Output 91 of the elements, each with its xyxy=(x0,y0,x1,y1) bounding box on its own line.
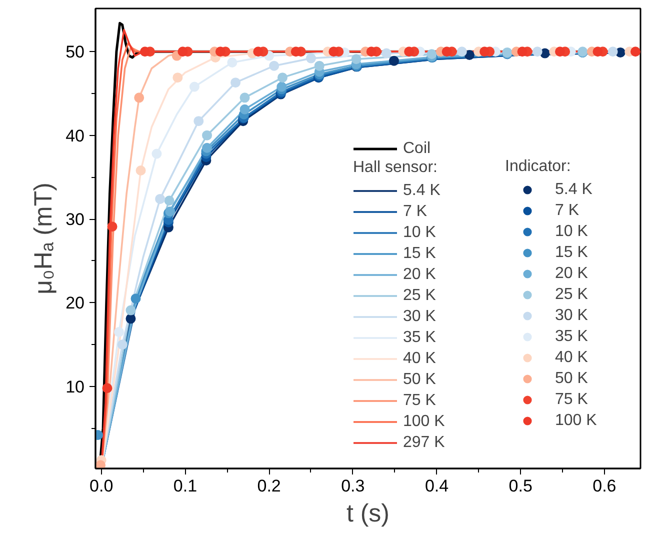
point xyxy=(328,46,339,57)
point xyxy=(215,46,226,57)
point xyxy=(592,46,603,57)
x-tick-label: 0.5 xyxy=(508,476,532,496)
x-tick-label: 0.0 xyxy=(90,476,114,496)
point xyxy=(140,46,150,57)
point xyxy=(155,194,166,204)
point xyxy=(240,92,250,103)
x-tick-label: 0.1 xyxy=(173,476,198,496)
legend-title: Hall sensor: xyxy=(353,159,438,177)
point xyxy=(381,48,392,58)
point xyxy=(202,142,212,153)
legend-label: 75 K xyxy=(403,391,436,410)
legend-label: 50 K xyxy=(555,369,588,388)
point xyxy=(230,78,241,88)
legend-label: 297 K xyxy=(403,433,445,452)
point xyxy=(126,305,136,316)
point xyxy=(517,46,528,57)
point xyxy=(227,58,238,68)
legend-label: 7 K xyxy=(555,201,580,220)
legend-label: 35 K xyxy=(403,328,436,347)
legend-label: 10 K xyxy=(403,223,436,242)
legend-label: 15 K xyxy=(403,244,436,263)
point xyxy=(202,130,212,140)
point xyxy=(464,50,474,60)
annotation: Indicator: xyxy=(505,158,572,176)
legend-label: 40 K xyxy=(403,349,436,368)
point xyxy=(114,327,124,338)
legend-label: 75 K xyxy=(555,390,588,409)
x-tick-label: 0.6 xyxy=(592,476,616,496)
point xyxy=(366,46,376,57)
point xyxy=(107,222,118,232)
point xyxy=(277,72,288,83)
legend-label: 5.4 K xyxy=(555,180,592,199)
legend-label: 20 K xyxy=(403,265,436,284)
legend-label: 20 K xyxy=(555,264,588,283)
point xyxy=(189,82,200,92)
point xyxy=(134,92,144,103)
legend-label: 30 K xyxy=(403,307,436,326)
legend-label: 25 K xyxy=(403,286,436,305)
point xyxy=(306,53,316,64)
point xyxy=(194,116,204,126)
legend-label: 7 K xyxy=(403,202,428,221)
legend-label: 100 K xyxy=(403,412,445,431)
y-tick-label: 20 xyxy=(66,294,85,313)
point xyxy=(240,104,250,114)
point xyxy=(555,46,566,57)
point xyxy=(117,340,128,350)
point xyxy=(608,46,618,57)
legend-label: 50 K xyxy=(403,370,436,389)
point xyxy=(164,196,174,206)
legend-label: 40 K xyxy=(555,348,588,367)
point xyxy=(253,46,264,57)
point xyxy=(269,60,280,71)
legend-label: 30 K xyxy=(555,306,588,325)
point xyxy=(456,46,467,57)
y-tick-label: 40 xyxy=(66,126,85,146)
point xyxy=(630,46,640,57)
point xyxy=(178,46,188,57)
point xyxy=(404,46,414,57)
point xyxy=(314,60,324,71)
point xyxy=(426,49,437,60)
point xyxy=(172,72,183,83)
point xyxy=(532,46,542,57)
point xyxy=(480,46,490,57)
point xyxy=(96,460,106,468)
point xyxy=(388,56,399,66)
y-tick-label: 50 xyxy=(66,42,85,62)
point xyxy=(126,314,136,324)
legend-label: Coil xyxy=(403,139,431,158)
point xyxy=(351,54,362,64)
x-tick-label: 0.4 xyxy=(424,476,449,496)
y-tick-label: 30 xyxy=(66,210,85,230)
point xyxy=(152,148,162,159)
legend-label: 35 K xyxy=(555,327,588,346)
point xyxy=(102,383,112,394)
x-tick-label: 0.2 xyxy=(257,476,281,496)
x-axis-title: t (s) xyxy=(346,500,390,528)
point xyxy=(442,46,452,57)
x-tick-label: 0.3 xyxy=(341,476,365,496)
legend-label: 25 K xyxy=(555,285,588,304)
point xyxy=(130,294,141,304)
point xyxy=(290,46,301,57)
legend-label: 5.4 K xyxy=(403,181,440,200)
point xyxy=(276,82,287,92)
point xyxy=(136,165,146,176)
y-axis-title: μ₀Hₐ (mT) xyxy=(30,182,58,294)
y-tick-label: 10 xyxy=(66,377,85,396)
legend-label: 15 K xyxy=(555,243,588,262)
legend-label: 10 K xyxy=(555,222,588,241)
legend-label: 100 K xyxy=(555,411,597,430)
